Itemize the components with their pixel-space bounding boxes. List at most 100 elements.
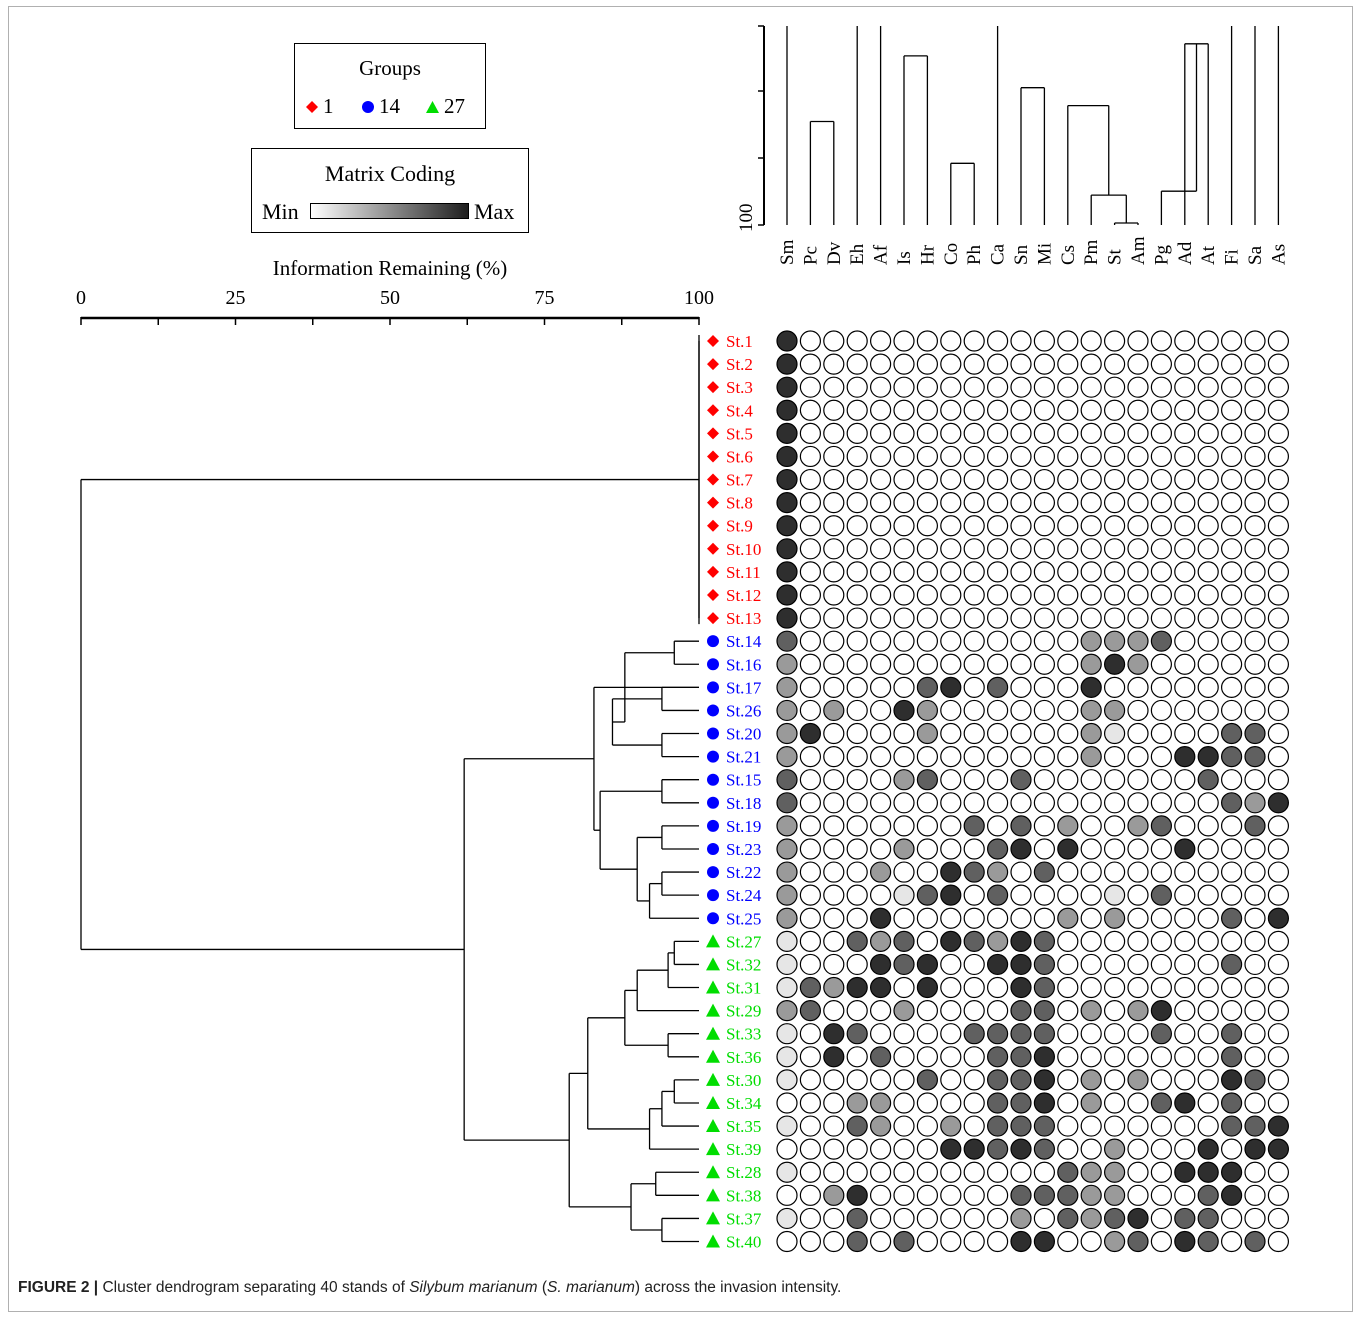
matrix-cell <box>1267 630 1290 652</box>
matrix-cell <box>823 445 845 468</box>
stand-label: St.10 <box>726 540 761 559</box>
matrix-cell <box>1267 422 1290 444</box>
caption-species-short: S. marianum <box>547 1279 635 1296</box>
matrix-cell <box>1010 445 1032 468</box>
matrix-cell <box>846 561 868 583</box>
matrix-cell <box>1244 907 1266 929</box>
matrix-cell <box>1010 538 1032 560</box>
matrix-cell <box>1127 1207 1149 1230</box>
matrix-cell <box>1244 746 1266 768</box>
matrix-cell <box>963 907 985 929</box>
matrix-cell <box>963 1023 985 1045</box>
matrix-cell <box>1244 676 1266 698</box>
matrix-cell <box>1103 1023 1126 1045</box>
matrix-cell <box>1197 468 1219 491</box>
matrix-cell <box>963 538 985 560</box>
matrix-cell <box>940 699 962 722</box>
matrix-cell <box>1057 1023 1079 1045</box>
matrix-cell <box>869 1184 892 1206</box>
matrix-cell <box>1174 561 1196 583</box>
matrix-cell <box>986 976 1009 999</box>
matrix-cell <box>869 953 892 976</box>
matrix-cell <box>1010 492 1032 514</box>
matrix-cell <box>1244 722 1266 745</box>
matrix-cell <box>823 607 845 629</box>
matrix-cell <box>1174 1184 1196 1206</box>
stand-label: St.23 <box>726 840 761 859</box>
matrix-cell <box>1103 1207 1126 1230</box>
matrix-cell <box>799 930 822 952</box>
matrix-cell <box>1057 353 1079 375</box>
matrix-cell <box>1010 976 1032 999</box>
matrix-cell <box>1197 1046 1219 1068</box>
matrix-cell <box>1267 1000 1290 1022</box>
matrix-cell <box>916 930 939 952</box>
matrix-cell <box>963 353 985 375</box>
stand-label: St.25 <box>726 909 761 928</box>
matrix-cell <box>893 1115 915 1137</box>
matrix-cell <box>986 492 1009 514</box>
matrix-cell <box>1244 584 1266 606</box>
matrix-cell <box>1150 1207 1173 1230</box>
matrix-cell <box>1033 1092 1056 1114</box>
matrix-cell <box>776 399 798 421</box>
matrix-cell <box>869 907 892 929</box>
matrix-cell <box>1197 1069 1219 1091</box>
stand-label: St.1 <box>726 332 753 351</box>
matrix-cell <box>776 422 798 444</box>
matrix-cell <box>869 468 892 491</box>
matrix-cell <box>893 445 915 468</box>
matrix-cell <box>799 353 822 375</box>
matrix-cell <box>1033 376 1056 398</box>
group-legend-label: 1 <box>323 94 334 118</box>
matrix-cell <box>823 930 845 952</box>
matrix-cell <box>846 468 868 491</box>
matrix-cell <box>893 1069 915 1091</box>
matrix-cell <box>1244 561 1266 583</box>
matrix-cell <box>963 1230 985 1253</box>
matrix-cell <box>1220 445 1243 468</box>
matrix-cell <box>893 792 915 814</box>
matrix-cell <box>823 468 845 491</box>
matrix-cell <box>1010 1161 1032 1183</box>
groups-legend-title: Groups <box>359 56 421 80</box>
matrix-cell <box>893 399 915 421</box>
stand-label: St.5 <box>726 424 753 443</box>
matrix-cell <box>869 515 892 537</box>
matrix-cell <box>776 976 798 999</box>
matrix-cell <box>823 838 845 860</box>
matrix-cell <box>1150 792 1173 814</box>
matrix-cell <box>1267 1161 1290 1183</box>
matrix-cell <box>916 907 939 929</box>
matrix-cell <box>1220 584 1243 606</box>
matrix-cell <box>1010 884 1032 906</box>
matrix-cell <box>1127 399 1149 421</box>
matrix-cell <box>1127 1115 1149 1137</box>
matrix-cell <box>1174 838 1196 860</box>
matrix-cell <box>963 1184 985 1206</box>
matrix-cell <box>986 907 1009 929</box>
matrix-cell <box>916 792 939 814</box>
matrix-cell <box>1010 607 1032 629</box>
triangle-marker <box>706 1234 720 1248</box>
matrix-cell <box>1010 861 1032 883</box>
matrix-cell <box>846 1138 868 1160</box>
matrix-cell <box>869 838 892 860</box>
matrix-cell <box>1080 468 1102 491</box>
matrix-cell <box>1057 515 1079 537</box>
matrix-cell <box>823 976 845 999</box>
matrix-cell <box>846 930 868 952</box>
matrix-cell <box>1010 1207 1032 1230</box>
circle-marker <box>707 635 719 648</box>
matrix-cell <box>916 861 939 883</box>
matrix-cell <box>1057 1115 1079 1137</box>
matrix-cell <box>846 722 868 745</box>
stand-label: St.37 <box>726 1209 762 1228</box>
matrix-cell <box>1103 699 1126 722</box>
matrix-cell <box>940 838 962 860</box>
caption-text: Cluster dendrogram separating 40 stands … <box>98 1279 410 1296</box>
matrix-cell <box>1174 1207 1196 1230</box>
stand-label: St.18 <box>726 794 761 813</box>
matrix-cell <box>1197 1161 1219 1183</box>
matrix-cell <box>940 653 962 675</box>
